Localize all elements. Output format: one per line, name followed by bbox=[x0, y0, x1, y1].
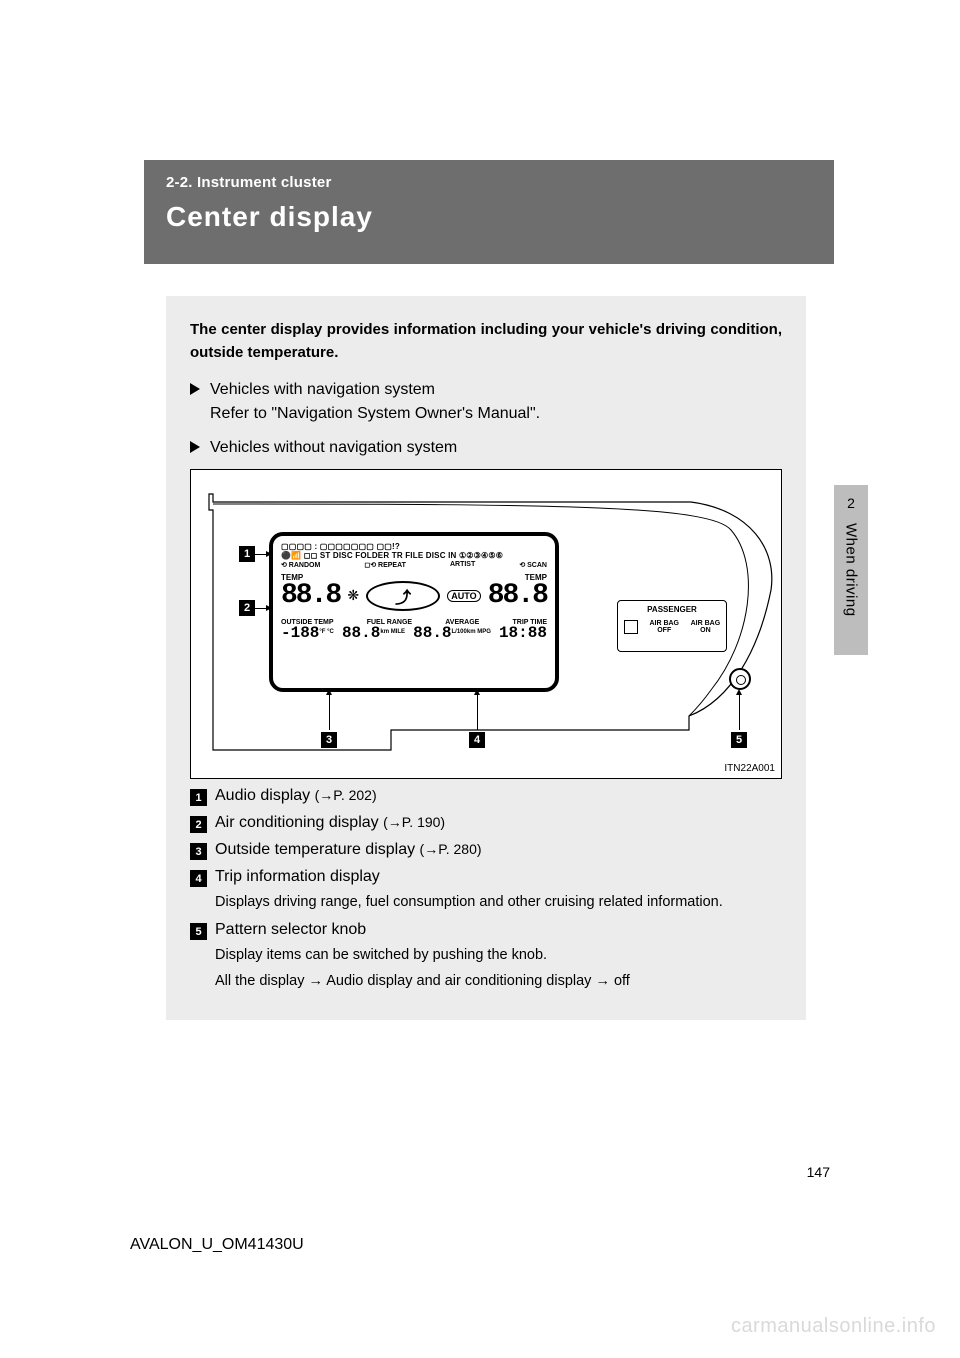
page-number: 147 bbox=[807, 1164, 830, 1180]
airbag-on: AIR BAG ON bbox=[691, 620, 721, 634]
page: 2-2. Instrument cluster Center display 2… bbox=[0, 0, 960, 1358]
lcd-row-icons: ⚫📶 ◻◻ ST DISC FOLDER TR FILE DISC IN ①②③… bbox=[281, 551, 547, 560]
legend-num-4: 4 bbox=[190, 870, 207, 887]
triangle-icon bbox=[190, 383, 200, 395]
legend-item-4: 4 Trip information display bbox=[190, 868, 782, 887]
arrow-5 bbox=[739, 694, 740, 730]
legend-4-sub: Displays driving range, fuel consumption… bbox=[215, 892, 782, 913]
airbag-indicator: PASSENGER AIR BAG OFF AIR BAG ON bbox=[617, 600, 727, 652]
random-label: ⟲ RANDOM bbox=[281, 561, 320, 569]
lcd-top-segments: ▢▢▢▢ : ▢▢▢▢▢▢▢ ▢▢!? bbox=[281, 542, 400, 551]
bullet-1: Vehicles with navigation system bbox=[190, 379, 782, 401]
content-box: The center display provides information … bbox=[166, 296, 806, 1020]
legend-5-sub1: Display items can be switched by pushing… bbox=[215, 945, 782, 966]
selector-knob bbox=[729, 668, 751, 690]
arrow-2 bbox=[255, 608, 267, 609]
bullet-2: Vehicles without navigation system bbox=[190, 437, 782, 459]
callout-1: 1 bbox=[239, 546, 255, 562]
legend-2-ref: (→P. 190) bbox=[383, 814, 445, 830]
arrow-4 bbox=[477, 694, 478, 730]
image-code: ITN22A001 bbox=[724, 763, 775, 774]
bullet-2-text: Vehicles without navigation system bbox=[210, 437, 457, 459]
legend-1-ref: (→P. 202) bbox=[315, 787, 377, 803]
legend-4-text: Trip information display bbox=[215, 868, 380, 886]
section-label: 2-2. Instrument cluster bbox=[166, 174, 812, 191]
sidebar-tab: 2 When driving bbox=[834, 485, 868, 655]
fan-icon: ❋ bbox=[347, 587, 359, 604]
airbag-off: AIR BAG OFF bbox=[649, 620, 679, 634]
center-display-diagram: ▢▢▢▢ : ▢▢▢▢▢▢▢ ▢▢!? ⚫📶 ◻◻ ST DISC FOLDER… bbox=[190, 469, 782, 779]
auto-pill: AUTO bbox=[447, 590, 480, 602]
legend-3-text: Outside temperature display bbox=[215, 841, 420, 858]
legend-item-3: 3 Outside temperature display (→P. 280) bbox=[190, 841, 782, 860]
person-icon bbox=[624, 620, 638, 634]
callout-5: 5 bbox=[731, 732, 747, 748]
arrow-1 bbox=[255, 554, 267, 555]
legend-list: 1 Audio display (→P. 202) 2 Air conditio… bbox=[190, 787, 782, 992]
triangle-icon bbox=[190, 441, 200, 453]
temp-left-value: 88.8 bbox=[281, 580, 340, 611]
average-value: 88.8L/100km MPG bbox=[413, 624, 491, 642]
legend-5-text: Pattern selector knob bbox=[215, 921, 366, 939]
page-title: Center display bbox=[166, 201, 812, 233]
legend-num-5: 5 bbox=[190, 923, 207, 940]
airflow-icon: ⤴ bbox=[366, 581, 440, 611]
legend-num-3: 3 bbox=[190, 843, 207, 860]
bullet-1-sub: Refer to "Navigation System Owner's Manu… bbox=[210, 405, 782, 423]
outside-temp-value: -188°F °C bbox=[281, 624, 334, 642]
callout-3: 3 bbox=[321, 732, 337, 748]
legend-num-2: 2 bbox=[190, 816, 207, 833]
lcd-row-modes: ⟲ RANDOM ◻⟲ REPEAT ARTIST ⟲ SCAN bbox=[281, 561, 547, 569]
chapter-number: 2 bbox=[834, 495, 868, 511]
fuel-range-value: 88.8km MILE bbox=[342, 624, 405, 642]
callout-2: 2 bbox=[239, 600, 255, 616]
chapter-label: When driving bbox=[843, 523, 860, 617]
lcd-panel: ▢▢▢▢ : ▢▢▢▢▢▢▢ ▢▢!? ⚫📶 ◻◻ ST DISC FOLDER… bbox=[269, 532, 559, 692]
bottom-values: -188°F °C 88.8km MILE 88.8L/100km MPG 18… bbox=[281, 624, 547, 642]
temp-values-row: 88.8 ❋ ⤴ AUTO 88.8 bbox=[281, 580, 547, 611]
trip-time-value: 18:88 bbox=[499, 624, 547, 642]
legend-5-sub2: All the display → Audio display and air … bbox=[215, 971, 782, 992]
artist-label: ARTIST bbox=[450, 561, 475, 569]
intro-text: The center display provides information … bbox=[190, 318, 782, 365]
header-strip: 2-2. Instrument cluster Center display bbox=[144, 160, 834, 264]
bullet-1-text: Vehicles with navigation system bbox=[210, 379, 435, 401]
legend-item-1: 1 Audio display (→P. 202) bbox=[190, 787, 782, 806]
watermark: carmanualsonline.info bbox=[731, 1315, 936, 1338]
temp-right-value: 88.8 bbox=[488, 580, 547, 611]
scan-label: ⟲ SCAN bbox=[519, 561, 547, 569]
airbag-row: AIR BAG OFF AIR BAG ON bbox=[618, 620, 726, 634]
legend-2-text: Air conditioning display bbox=[215, 814, 383, 831]
legend-item-5: 5 Pattern selector knob bbox=[190, 921, 782, 940]
legend-3-ref: (→P. 280) bbox=[420, 841, 482, 857]
legend-1-text: Audio display bbox=[215, 787, 315, 804]
legend-num-1: 1 bbox=[190, 789, 207, 806]
repeat-label: ◻⟲ REPEAT bbox=[364, 561, 406, 569]
lcd-row-top: ▢▢▢▢ : ▢▢▢▢▢▢▢ ▢▢!? bbox=[281, 542, 547, 551]
arrow-3 bbox=[329, 694, 330, 730]
callout-4: 4 bbox=[469, 732, 485, 748]
legend-item-2: 2 Air conditioning display (→P. 190) bbox=[190, 814, 782, 833]
airbag-title: PASSENGER bbox=[618, 605, 726, 614]
document-id: AVALON_U_OM41430U bbox=[130, 1236, 304, 1254]
